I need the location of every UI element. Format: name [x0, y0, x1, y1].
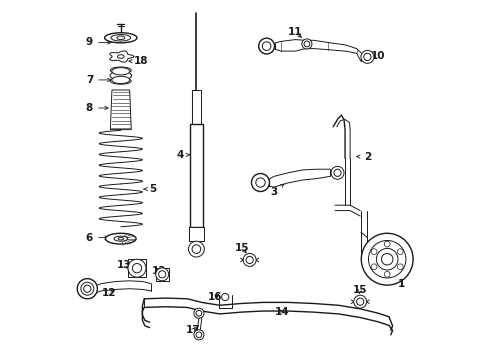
Text: 14: 14 [274, 307, 289, 318]
Text: 13: 13 [117, 260, 132, 270]
Ellipse shape [117, 36, 125, 40]
Circle shape [196, 310, 202, 316]
Text: 15: 15 [235, 243, 250, 253]
Circle shape [128, 259, 146, 277]
Circle shape [189, 241, 204, 257]
Bar [189, 227, 204, 241]
Circle shape [331, 166, 344, 179]
Circle shape [156, 268, 169, 281]
Circle shape [243, 253, 256, 266]
Circle shape [364, 53, 371, 60]
Ellipse shape [118, 238, 123, 240]
Ellipse shape [105, 233, 136, 244]
Polygon shape [110, 90, 131, 130]
Text: 12: 12 [101, 288, 116, 298]
Ellipse shape [112, 76, 130, 84]
Text: 6: 6 [86, 233, 108, 243]
Text: 5: 5 [144, 184, 157, 194]
Text: 17: 17 [186, 325, 200, 336]
Circle shape [357, 298, 364, 305]
Text: 18: 18 [129, 56, 148, 66]
Text: 11: 11 [288, 27, 303, 37]
Circle shape [304, 41, 310, 47]
Circle shape [246, 256, 253, 264]
Bar [128, 259, 146, 277]
Text: 10: 10 [365, 51, 386, 61]
Ellipse shape [111, 35, 131, 41]
Circle shape [221, 293, 229, 301]
Ellipse shape [110, 71, 132, 80]
Circle shape [376, 248, 398, 270]
Text: 2: 2 [357, 152, 371, 162]
Circle shape [159, 271, 166, 278]
Text: 13: 13 [151, 266, 166, 276]
Circle shape [302, 39, 312, 49]
Text: 15: 15 [353, 285, 368, 295]
Text: 1: 1 [398, 279, 405, 289]
Circle shape [84, 285, 91, 292]
Circle shape [384, 271, 390, 277]
Text: 9: 9 [86, 37, 111, 48]
Circle shape [256, 178, 265, 187]
Text: 3: 3 [270, 184, 284, 197]
Ellipse shape [118, 55, 124, 58]
Ellipse shape [112, 68, 130, 75]
Circle shape [77, 279, 98, 299]
Ellipse shape [114, 236, 127, 241]
Text: 4: 4 [176, 150, 190, 160]
Circle shape [259, 38, 274, 54]
Circle shape [194, 308, 204, 318]
Bar [192, 90, 201, 124]
Bar [190, 124, 202, 227]
Circle shape [397, 249, 403, 255]
Bar [156, 268, 169, 281]
Circle shape [361, 233, 413, 285]
Circle shape [132, 264, 142, 273]
Circle shape [368, 240, 406, 278]
Circle shape [196, 332, 202, 338]
Text: 16: 16 [208, 292, 223, 302]
Ellipse shape [104, 33, 137, 43]
Circle shape [361, 50, 374, 63]
Circle shape [381, 253, 393, 265]
Circle shape [262, 42, 271, 50]
Circle shape [397, 264, 403, 270]
Circle shape [354, 295, 367, 308]
Circle shape [192, 245, 201, 253]
Circle shape [371, 264, 377, 270]
Circle shape [251, 174, 270, 192]
Circle shape [194, 330, 204, 340]
Circle shape [81, 282, 94, 295]
Circle shape [334, 169, 341, 176]
Circle shape [384, 241, 390, 247]
Text: 8: 8 [86, 103, 108, 113]
Circle shape [371, 249, 377, 255]
Text: 7: 7 [86, 75, 111, 85]
